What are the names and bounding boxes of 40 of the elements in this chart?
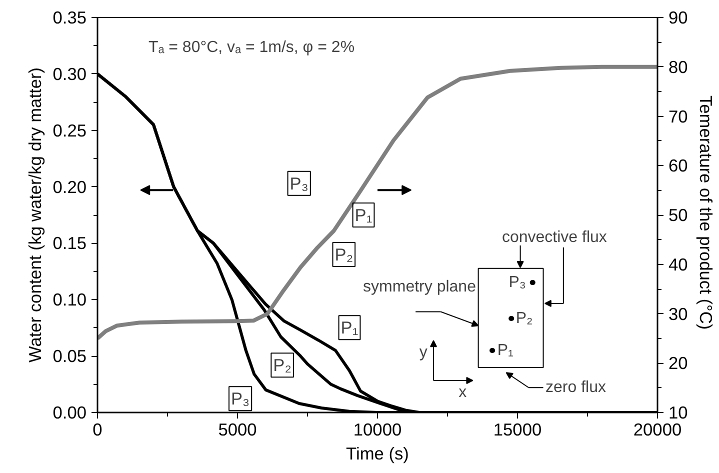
y2-tick-label: 30 <box>668 304 688 324</box>
annotation: convective flux <box>502 229 607 246</box>
x-tick-label: 15000 <box>493 420 542 440</box>
y-tick-label: 0.15 <box>52 233 87 254</box>
series-label: P₃ <box>230 388 250 409</box>
y-tick-label: 0.25 <box>52 120 87 140</box>
x-tick-label: 10000 <box>353 420 402 440</box>
annotation: P₂ <box>334 244 354 264</box>
y-tick-label: 0.35 <box>52 8 87 28</box>
x-tick-label: 5000 <box>218 420 257 440</box>
y-tick-label: 0.00 <box>52 402 87 422</box>
annotation: zero flux <box>546 379 606 396</box>
y2-tick-label: 80 <box>668 56 688 77</box>
annotation: P₃ <box>508 274 526 292</box>
y2-tick-label: 40 <box>668 254 688 274</box>
y2-axis-title: Temerature of the product (°C) <box>696 95 716 330</box>
annotation: Tₐ = 80°C, vₐ = 1m/s, φ = 2% <box>148 39 355 56</box>
y-axis-title: Water content (kg water/kg dry matter) <box>24 67 45 362</box>
y2-tick-label: 60 <box>668 156 688 176</box>
annotation: x <box>458 384 467 401</box>
y-tick-label: 0.05 <box>52 346 87 366</box>
annotation: P₁ <box>497 342 514 359</box>
x-tick-label: 20000 <box>633 420 682 440</box>
y2-tick-label: 50 <box>668 205 688 225</box>
annotation: P₂ <box>516 310 533 327</box>
series-label: P₂ <box>273 355 292 376</box>
y2-tick-label: 20 <box>668 353 688 374</box>
y2-tick-label: 70 <box>668 106 688 126</box>
y2-tick-label: 90 <box>668 8 688 28</box>
series-label: P₁ <box>340 318 358 338</box>
y-tick-label: 0.10 <box>52 290 87 310</box>
y2-tick-label: 10 <box>668 402 688 422</box>
annotation: symmetry plane <box>363 278 476 296</box>
x-axis-title: Time (s) <box>346 444 409 464</box>
annotation: P₃ <box>290 173 308 194</box>
y-tick-label: 0.30 <box>52 64 87 84</box>
y-tick-label: 0.20 <box>52 176 87 197</box>
annotation: P₁ <box>354 205 372 225</box>
x-tick-label: 0 <box>92 420 102 440</box>
annotation: y <box>419 344 428 361</box>
